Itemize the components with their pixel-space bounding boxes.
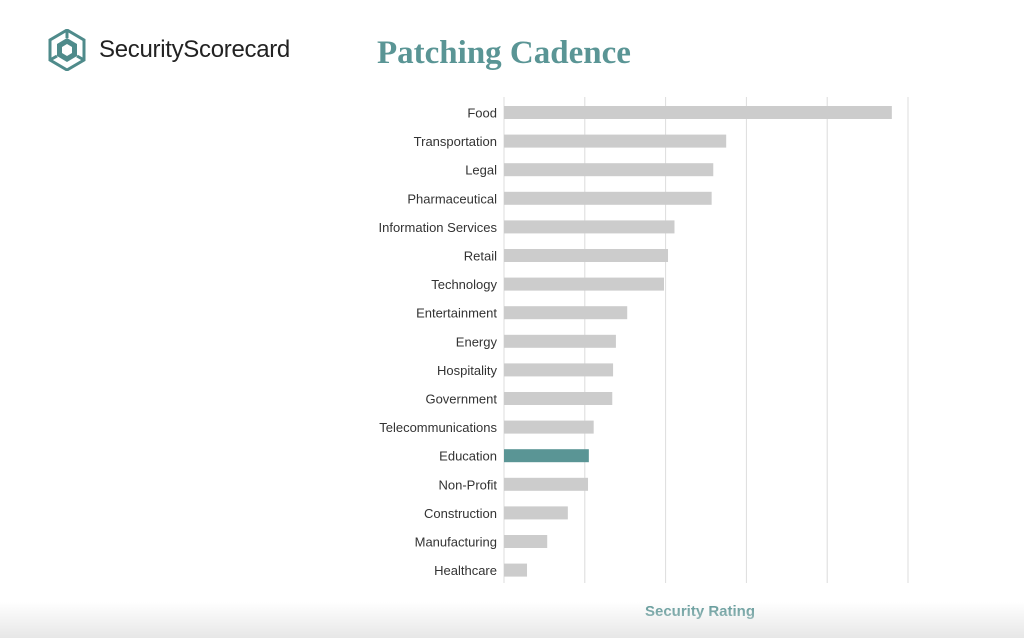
category-label: Pharmaceutical [407,191,497,206]
category-label: Hospitality [437,363,497,378]
bar-entertainment [504,306,628,320]
category-label: Manufacturing [415,535,497,550]
category-label: Energy [456,334,498,349]
bar-retail [504,249,669,262]
footer-shade [0,602,1024,638]
category-label: Government [425,392,497,407]
bar-hospitality [504,363,614,377]
bar-construction [504,506,568,520]
bar-information-services [504,220,675,234]
category-label: Construction [424,506,497,521]
bar-healthcare [504,563,528,577]
brand-name: SecurityScorecard [99,36,290,63]
bar-education [504,449,589,463]
brand-logo: SecurityScorecard [48,29,290,71]
category-label: Retail [464,249,497,264]
category-label: Non-Profit [438,477,497,492]
bar-telecommunications [504,420,594,434]
chart-title: Patching Cadence [377,35,631,71]
scorecard-logo-icon [48,29,86,71]
category-label: Healthcare [434,563,497,578]
bar-government [504,392,613,405]
bar-pharmaceutical [504,191,712,205]
category-label: Technology [431,277,497,292]
category-label: Information Services [379,220,498,235]
bar-food [504,106,892,119]
category-label: Legal [465,163,497,178]
bar-technology [504,277,664,291]
bar-manufacturing [504,535,548,548]
category-label: Entertainment [416,306,497,321]
category-label: Food [467,106,497,121]
bar-non-profit [504,477,589,491]
category-label: Education [439,449,497,464]
category-label: Transportation [414,134,497,149]
bar-legal [504,163,714,177]
bar-transportation [504,134,727,148]
category-label: Telecommunications [379,420,497,435]
bar-energy [504,334,616,348]
